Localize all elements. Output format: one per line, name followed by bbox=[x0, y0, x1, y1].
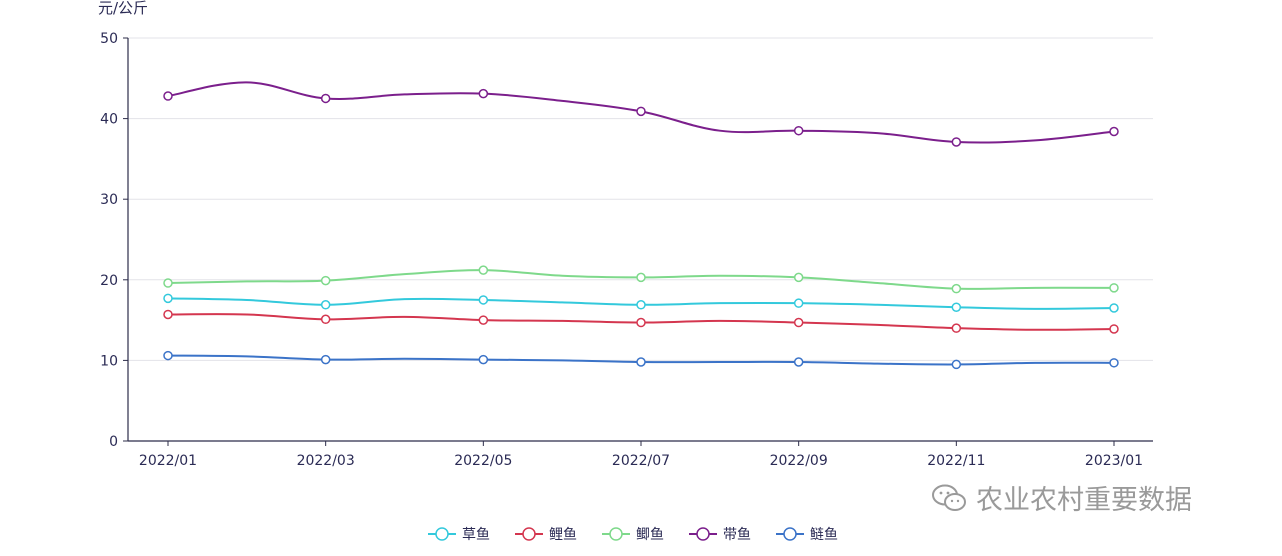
y-tick-label: 0 bbox=[109, 434, 118, 450]
legend-marker bbox=[609, 527, 623, 541]
series-2-point bbox=[793, 317, 804, 328]
legend-label: 带鱼 bbox=[723, 526, 751, 543]
wechat-icon bbox=[932, 484, 966, 511]
legend-marker bbox=[696, 527, 710, 541]
series-3-point bbox=[320, 275, 331, 286]
series-1-point bbox=[951, 302, 962, 312]
series-1-point bbox=[163, 293, 173, 304]
series-3-point bbox=[636, 272, 646, 283]
series-5-point bbox=[320, 354, 331, 365]
series-5-point bbox=[163, 350, 173, 361]
series-3-point bbox=[478, 265, 489, 275]
y-tick-label: 30 bbox=[100, 192, 118, 208]
series-3-point bbox=[793, 272, 804, 283]
series-4-point bbox=[636, 106, 646, 117]
x-tick-label: 2022/09 bbox=[770, 453, 828, 469]
y-tick-label: 50 bbox=[100, 31, 118, 47]
x-tick-label: 2022/11 bbox=[927, 453, 985, 469]
legend-label: 鲤鱼 bbox=[549, 526, 577, 543]
series-4-point bbox=[951, 137, 962, 147]
series-2-point bbox=[478, 315, 489, 325]
series-5-point bbox=[478, 354, 489, 365]
series-5-point bbox=[793, 357, 804, 367]
y-tick-label: 20 bbox=[100, 273, 118, 289]
y-tick-label: 10 bbox=[100, 353, 118, 369]
series-4-point bbox=[793, 125, 804, 136]
series-2-point bbox=[951, 323, 962, 333]
y-tick-label: 40 bbox=[100, 112, 118, 128]
y-axis-label: 元/公斤 bbox=[98, 0, 148, 17]
series-1-point bbox=[793, 298, 804, 308]
series-3-point bbox=[163, 278, 173, 288]
legend-label: 鲢鱼 bbox=[810, 526, 838, 543]
series-1-point bbox=[1109, 303, 1119, 313]
series-1-point bbox=[320, 300, 331, 310]
legend-label: 鲫鱼 bbox=[636, 526, 664, 543]
legend-marker bbox=[522, 527, 536, 541]
series-2-point bbox=[320, 314, 331, 325]
x-tick-label: 2022/07 bbox=[612, 453, 670, 469]
series-2-point bbox=[163, 309, 173, 320]
x-tick-label: 2022/05 bbox=[454, 453, 512, 469]
legend-marker bbox=[783, 527, 797, 541]
series-4-point bbox=[163, 91, 173, 101]
x-tick-label: 2022/03 bbox=[297, 453, 355, 469]
series-5-point bbox=[951, 359, 962, 370]
watermark: 农业农村重要数据 bbox=[930, 478, 1192, 517]
series-1-point bbox=[478, 295, 489, 305]
series-5-point bbox=[1109, 358, 1119, 368]
series-5-point bbox=[636, 357, 646, 367]
series-1-point bbox=[636, 300, 646, 310]
legend-label: 草鱼 bbox=[462, 526, 490, 543]
series-3-point bbox=[1109, 283, 1119, 293]
series-2-point bbox=[1109, 324, 1119, 334]
watermark-text: 农业农村重要数据 bbox=[976, 485, 1192, 516]
series-4-point bbox=[1109, 126, 1119, 137]
x-tick-label: 2022/01 bbox=[139, 453, 197, 469]
x-tick-label: 2023/01 bbox=[1085, 453, 1143, 469]
series-2-point bbox=[636, 317, 646, 328]
series-4-point bbox=[320, 93, 331, 104]
series-4-point bbox=[478, 88, 489, 99]
legend-marker bbox=[435, 527, 449, 541]
series-3-point bbox=[951, 283, 962, 294]
